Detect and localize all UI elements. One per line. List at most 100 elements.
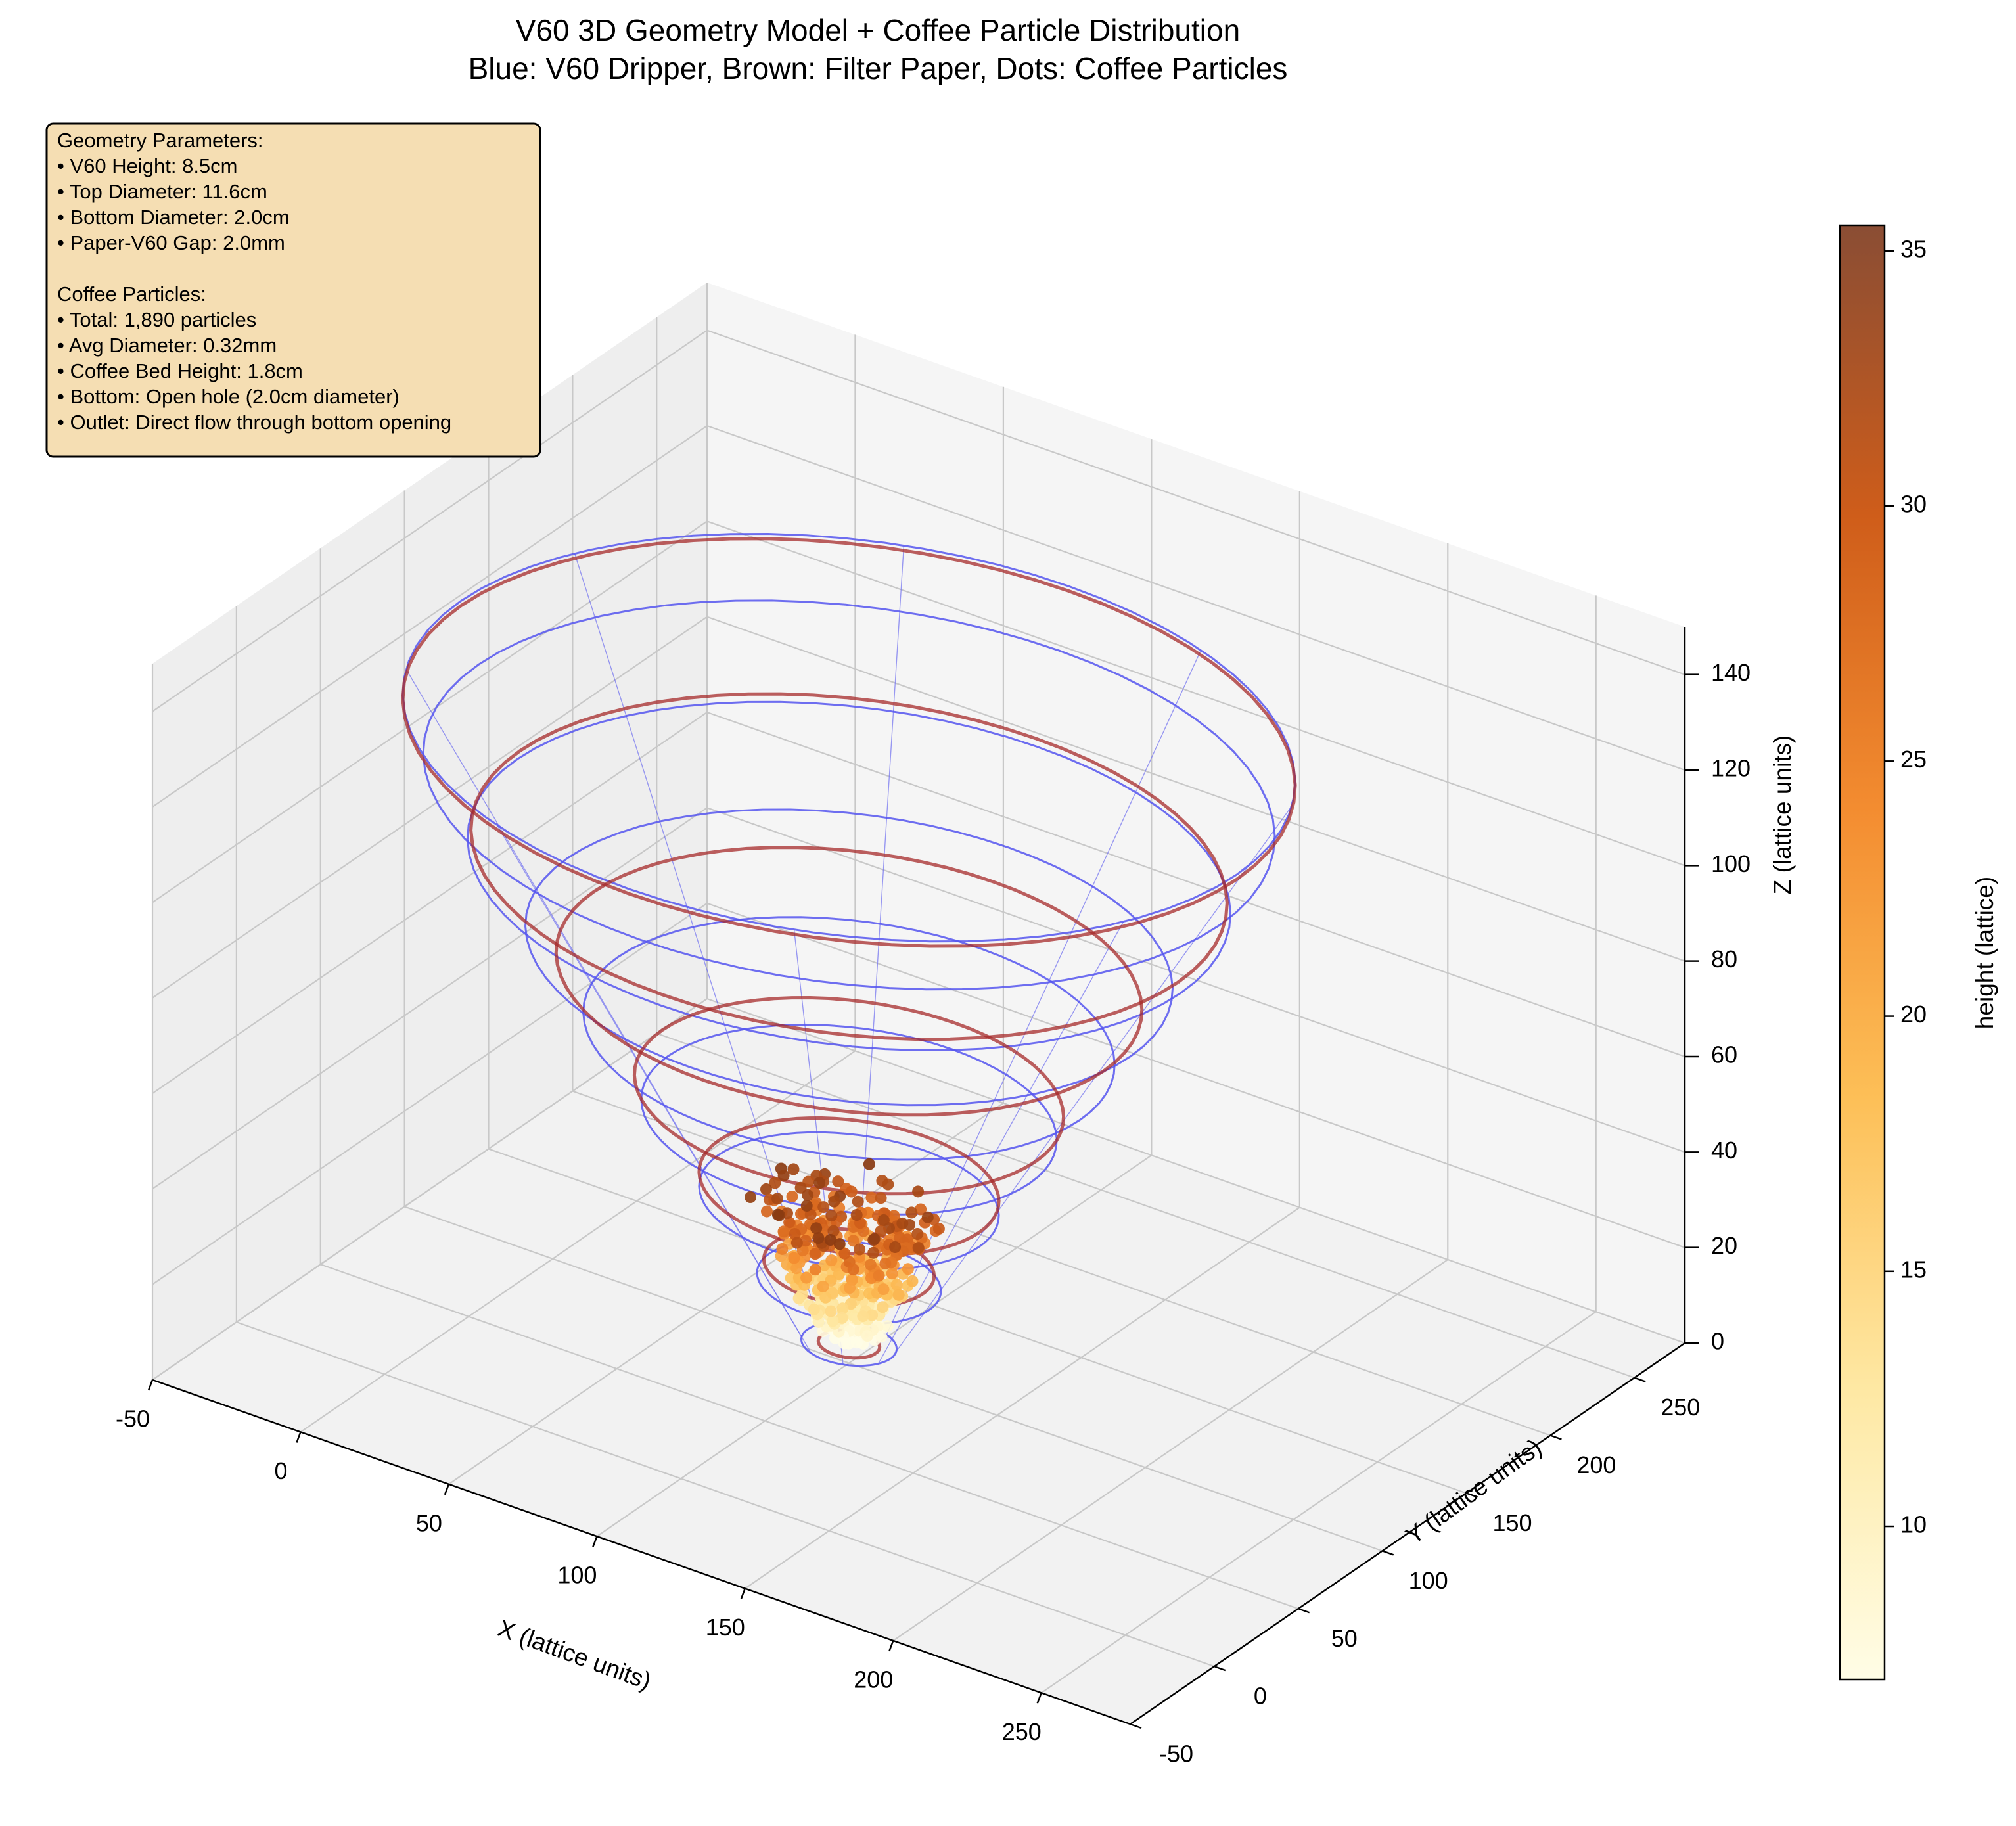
gridline <box>152 902 708 1285</box>
coffee-particle <box>905 1206 918 1219</box>
coffee-particle <box>788 1252 800 1264</box>
axis-line <box>1634 1377 1646 1382</box>
axis-lines <box>147 627 1699 1729</box>
axis-line <box>444 1484 450 1495</box>
coffee-particle <box>838 1247 851 1260</box>
colorbar-tick-label: 10 <box>1900 1511 1927 1538</box>
coffee-particle <box>810 1222 823 1235</box>
coffee-particle <box>825 1254 838 1267</box>
axis-line <box>1036 1692 1042 1704</box>
gridline <box>236 1321 1215 1668</box>
x-tick-label: 0 <box>274 1457 287 1484</box>
gridline <box>706 711 1685 1058</box>
z-tick-label: 0 <box>1711 1328 1724 1355</box>
coffee-particle <box>873 1269 885 1282</box>
axis-line <box>1549 1434 1562 1440</box>
gridline <box>152 712 708 1094</box>
axis-line <box>1130 1723 1142 1729</box>
coffee-particle <box>892 1289 905 1301</box>
coffee-particle <box>833 1238 846 1250</box>
coffee-particle <box>817 1201 830 1214</box>
coffee-particle <box>825 1210 838 1222</box>
info-line: • Bottom Diameter: 2.0cm <box>57 206 290 229</box>
gridline <box>1041 1311 1597 1694</box>
coffee-particle <box>836 1302 849 1315</box>
gridline <box>300 1050 856 1433</box>
axis-line <box>1382 1550 1394 1556</box>
dripper-ring <box>640 1024 1058 1216</box>
coffee-particle <box>800 1200 813 1212</box>
coffee-particle <box>828 1195 840 1208</box>
coffee-particle <box>881 1320 894 1333</box>
coffee-particle <box>836 1312 848 1324</box>
coffee-particle <box>745 1191 756 1203</box>
z-tick-label: 40 <box>1711 1137 1737 1164</box>
coffee-particle <box>852 1195 864 1208</box>
axis-line <box>1298 1608 1310 1614</box>
coffee-particle <box>787 1163 800 1175</box>
coffee-particle <box>790 1237 803 1249</box>
gridline <box>488 1148 1467 1494</box>
colorbar-tick-label: 20 <box>1900 1001 1927 1028</box>
y-tick-label: 100 <box>1409 1567 1448 1594</box>
coffee-particle <box>877 1283 890 1296</box>
coffee-particle <box>792 1292 805 1304</box>
coffee-particle <box>857 1310 869 1323</box>
coffee-particle <box>809 1264 821 1276</box>
x-tick-label: 50 <box>416 1509 442 1536</box>
gridline <box>152 807 708 1190</box>
coffee-particle <box>932 1223 945 1235</box>
info-line: • Top Diameter: 11.6cm <box>57 180 267 203</box>
gridline <box>320 1264 1299 1610</box>
coffee-particle <box>777 1170 790 1181</box>
y-tick-label: 0 <box>1254 1683 1267 1710</box>
coffee-particle <box>760 1183 772 1195</box>
colorbar-tick-label: 30 <box>1900 491 1927 518</box>
y-tick-label: -50 <box>1159 1741 1193 1768</box>
z-axis-label: Z (lattice units) <box>1769 735 1796 895</box>
coffee-particle <box>854 1243 866 1256</box>
x-axis-label: X (lattice units) <box>494 1614 654 1695</box>
gridline <box>706 616 1685 962</box>
coffee-particle <box>776 1243 789 1255</box>
coffee-particle <box>921 1211 934 1223</box>
x-tick-label: 150 <box>706 1614 745 1641</box>
coffee-particle <box>867 1246 880 1259</box>
coffee-particle <box>817 1280 829 1292</box>
info-line: Coffee Particles: <box>57 283 206 306</box>
coffee-particle <box>894 1231 906 1244</box>
gridline <box>706 520 1685 867</box>
dripper-ring <box>582 916 1116 1161</box>
z-tick-label: 80 <box>1711 946 1737 972</box>
floor-pane <box>152 999 1685 1724</box>
info-line: • Total: 1,890 particles <box>57 308 256 331</box>
gridline <box>448 1102 1004 1485</box>
dripper-ring <box>524 808 1174 1107</box>
dripper-ring <box>422 599 1276 991</box>
coffee-particle <box>832 1175 844 1188</box>
coffee-particle <box>890 1279 903 1291</box>
gridline <box>706 807 1685 1153</box>
x-tick-label: -50 <box>116 1405 150 1432</box>
dripper-ring <box>401 532 1296 943</box>
axis-line <box>592 1536 598 1547</box>
coffee-particle <box>769 1177 781 1189</box>
y-tick-label: 50 <box>1331 1625 1358 1652</box>
gridline <box>152 329 708 712</box>
coffee-particle <box>875 1192 887 1204</box>
filter-paper-ring <box>469 692 1229 1041</box>
coffee-particle <box>877 1301 889 1313</box>
coffee-particle <box>800 1271 813 1284</box>
coffee-particle <box>771 1208 784 1221</box>
gridline <box>152 425 708 808</box>
axes-panes <box>152 283 1685 1724</box>
y-tick-label: 150 <box>1492 1509 1532 1536</box>
y-tick-label: 200 <box>1576 1451 1616 1478</box>
coffee-particle <box>813 1177 826 1189</box>
coffee-particle <box>861 1330 873 1342</box>
coffee-particle <box>906 1275 919 1287</box>
tick-labels: -50 0 50 100 150 200 250 -50 0 50 100 150 200 250 0 20 4… <box>116 659 1751 1767</box>
coffee-particle <box>847 1264 859 1276</box>
colorbar-label: height (lattice) <box>1971 877 1998 1029</box>
